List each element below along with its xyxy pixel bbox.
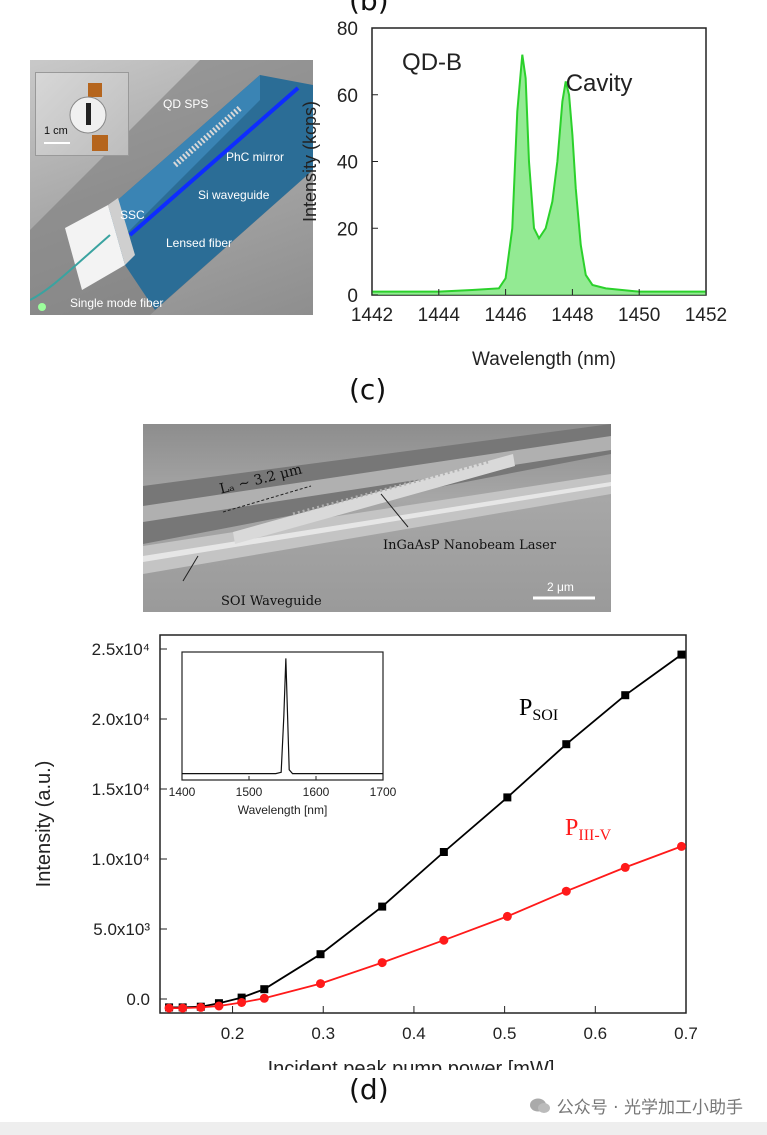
x-tick-label-b: 1446 <box>484 305 526 326</box>
x-axis-label-b: Wavelength (nm) <box>472 349 616 370</box>
series-line-iii-v <box>169 845 682 1010</box>
data-point-iii-v <box>502 911 512 921</box>
annotation-qd-b: QD-B <box>402 49 462 76</box>
label-ssc: SSC <box>120 208 145 222</box>
chip-photo <box>44 83 108 151</box>
sem-drawing <box>143 424 611 600</box>
data-point-iii-v <box>196 1002 206 1012</box>
label-qd-sps: QD SPS <box>163 97 209 111</box>
data-point-soi <box>503 793 512 802</box>
data-point-iii-v <box>676 841 686 851</box>
y-tick-label-b: 80 <box>337 19 358 40</box>
y-tick-label-b: 20 <box>337 219 358 240</box>
sem-waveguide-label: SOI Waveguide <box>221 594 322 609</box>
data-point-iii-v <box>561 886 571 896</box>
label-phc-mirror: PhC mirror <box>226 150 285 164</box>
inset-x-tick-label: 1500 <box>236 785 263 799</box>
data-point-iii-v <box>178 1003 188 1013</box>
x-tick-label-d: 0.7 <box>674 1024 698 1043</box>
y-tick-label-d: 2.5x10⁴ <box>92 640 150 659</box>
device-photo: 1 cm QD SPS PhC mirror Si waveguide SSC … <box>30 60 313 315</box>
y-tick-label-d: 1.5x10⁴ <box>92 780 150 799</box>
y-axis-label-b: Intensity (kcps) <box>300 101 320 222</box>
annotation-cavity: Cavity <box>566 70 633 97</box>
inset-x-tick-label: 1400 <box>169 785 196 799</box>
y-tick-label-d: 5.0x10³ <box>93 920 150 939</box>
label-lensed-fiber: Lensed fiber <box>166 236 233 250</box>
sem-laser-label: InGaAsP Nanobeam Laser <box>383 538 557 553</box>
y-tick-label-b: 40 <box>337 153 358 174</box>
x-tick-label-b: 1452 <box>685 305 727 326</box>
watermark-text: 公众号 · 光学加工小助手 <box>556 1098 743 1118</box>
data-point-iii-v <box>259 993 269 1003</box>
panel-label-d: (d) <box>349 1073 389 1106</box>
spectrum-line <box>372 54 706 293</box>
inset-x-tick-label: 1700 <box>370 785 397 799</box>
x-tick-label-d: 0.4 <box>402 1024 426 1043</box>
inset-x-tick-label: 1600 <box>303 785 330 799</box>
scale-label: 1 cm <box>44 125 68 137</box>
fiber-glow <box>38 303 46 311</box>
inset-spectrum-line <box>182 658 383 775</box>
data-point-soi <box>562 740 571 749</box>
data-point-soi <box>439 848 448 856</box>
wechat-icon <box>529 1098 550 1113</box>
spectrum-area <box>372 54 706 296</box>
sem-image: Lₐ ~ 3.2 μm InGaAsP Nanobeam Laser SOI W… <box>143 424 611 612</box>
y-tick-label-d: 1.0x10⁴ <box>92 850 150 869</box>
y-tick-label-b: 0 <box>347 286 358 307</box>
data-point-soi <box>316 950 325 959</box>
panel-label-b: (b) <box>349 0 389 17</box>
sem-scale-label: 2 μm <box>547 580 574 594</box>
data-point-iii-v <box>439 935 449 945</box>
data-point-iii-v <box>377 958 387 968</box>
photo-inset: 1 cm <box>35 72 129 156</box>
data-point-iii-v <box>620 862 630 872</box>
data-point-iii-v <box>164 1003 174 1013</box>
inset-x-axis-label: Wavelength [nm] <box>238 803 328 817</box>
data-point-soi <box>378 902 387 911</box>
x-tick-label-d: 0.5 <box>493 1024 517 1043</box>
x-tick-label-d: 0.3 <box>311 1024 335 1043</box>
x-tick-label-d: 0.2 <box>221 1024 245 1043</box>
series-label-iii-v: PIII-V <box>565 815 612 844</box>
watermark: 公众号 · 光学加工小助手 <box>529 1093 743 1118</box>
x-axis-label-d: Incident peak pump power [mW] <box>268 1058 555 1070</box>
x-tick-label-b: 1442 <box>351 305 393 326</box>
data-point-soi <box>677 650 686 659</box>
inset-frame <box>181 651 384 781</box>
device-illustration <box>30 60 313 315</box>
label-single-mode-fiber: Single mode fiber <box>70 296 164 310</box>
data-point-iii-v <box>214 1001 224 1011</box>
x-tick-label-d: 0.6 <box>583 1024 607 1043</box>
y-tick-label-b: 60 <box>337 86 358 107</box>
series-label-soi: PSOI <box>519 695 558 724</box>
data-point-soi <box>260 985 269 994</box>
plot-frame-d <box>159 634 687 1014</box>
panel-label-c: (c) <box>349 373 387 406</box>
data-point-iii-v <box>316 979 326 989</box>
spectrum-chart: 1442 1444 1446 1448 1450 1452 0 20 40 60 80 Wavelen… <box>300 19 727 370</box>
power-chart: 0.2 0.3 0.4 0.5 0.6 0.7 0.0 5.0x10³ 1.0x10⁴ 1.5x1… <box>33 634 698 1070</box>
label-si-waveguide: Si waveguide <box>198 188 270 202</box>
data-point-iii-v <box>237 998 247 1007</box>
data-point-soi <box>621 691 630 700</box>
x-tick-label-b: 1450 <box>618 305 660 326</box>
data-point-soi <box>237 993 246 1002</box>
x-tick-label-b: 1444 <box>418 305 461 326</box>
y-axis-label-d: Intensity (a.u.) <box>33 761 55 888</box>
x-tick-label-b: 1448 <box>551 305 593 326</box>
y-tick-label-d: 2.0x10⁴ <box>92 710 150 729</box>
y-tick-label-d: 0.0 <box>126 990 150 1009</box>
bottom-bar <box>0 1122 767 1135</box>
